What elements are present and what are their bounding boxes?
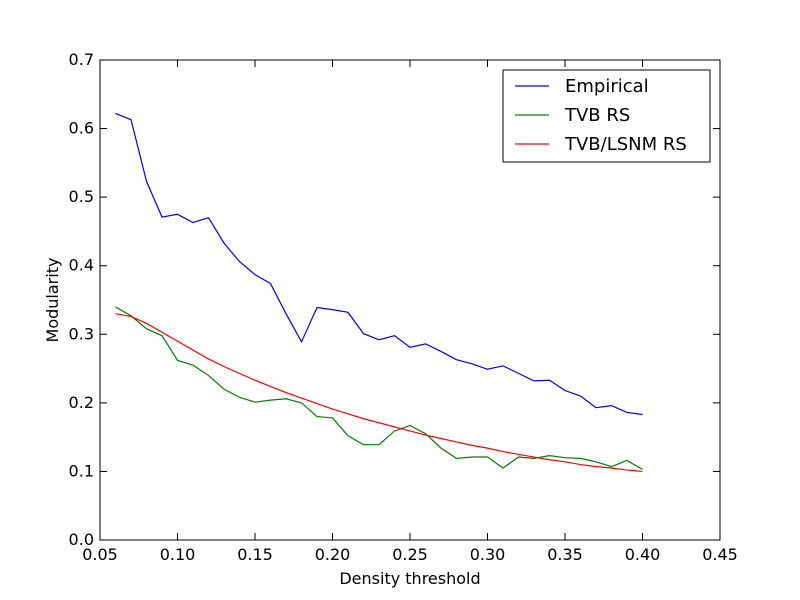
- series-line-tvb-rs: [115, 306, 643, 470]
- x-tick-label: 0.30: [470, 545, 506, 564]
- x-tick-label: 0.05: [82, 545, 118, 564]
- legend-box: [502, 69, 711, 163]
- y-tick-label: 0.6: [69, 119, 94, 138]
- series-line-tvb-lsnm-rs: [115, 313, 643, 473]
- series-line-empirical: [115, 112, 643, 416]
- series-layer: [115, 112, 643, 473]
- y-tick-label: 0.7: [69, 50, 94, 69]
- x-tick-label: 0.25: [392, 545, 428, 564]
- x-tick-label: 0.15: [237, 545, 273, 564]
- x-tick-label: 0.35: [547, 545, 583, 564]
- y-tick-label: 0.1: [69, 461, 94, 480]
- legend: Empirical TVB RS TVB/LSNM RS: [502, 69, 711, 163]
- plot-frame: [99, 59, 721, 541]
- x-tick-label: 0.20: [315, 545, 351, 564]
- legend-label: Empirical: [565, 76, 649, 97]
- y-tick-label: 0.4: [69, 256, 94, 275]
- y-tick-label: 0.2: [69, 393, 94, 412]
- y-tick-label: 0.5: [69, 187, 94, 206]
- y-tick-label: 0.3: [69, 324, 94, 343]
- x-axis-label: Density threshold: [339, 569, 480, 588]
- legend-label: TVB RS: [564, 105, 630, 126]
- ticks-layer: 0.05 0.10 0.15 0.20 0.25 0.30 0.35 0.40 0.45 0.0 0…: [69, 50, 738, 564]
- x-tick-label: 0.40: [625, 545, 661, 564]
- y-tick-label: 0.0: [69, 530, 94, 549]
- x-tick-label: 0.45: [702, 545, 738, 564]
- legend-label: TVB/LSNM RS: [564, 134, 687, 155]
- x-tick-label: 0.10: [160, 545, 196, 564]
- y-axis-label: Modularity: [43, 258, 62, 343]
